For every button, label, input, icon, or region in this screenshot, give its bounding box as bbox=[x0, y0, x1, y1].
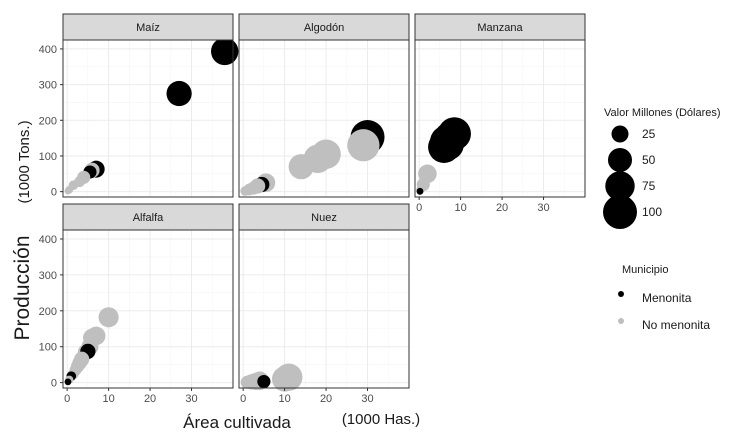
data-point-menonita bbox=[416, 187, 424, 195]
x-axis-title: Área cultivada bbox=[183, 413, 291, 432]
color-legend: Municipio Menonita No menonita bbox=[618, 264, 710, 332]
y-tick-label: 300 bbox=[39, 80, 57, 92]
facet-strip bbox=[414, 13, 586, 41]
y-tick-label: 400 bbox=[39, 44, 57, 56]
size-legend-label: 100 bbox=[642, 205, 662, 219]
facet-strip bbox=[62, 203, 234, 231]
panel-background bbox=[239, 40, 409, 197]
y-tick-label: 0 bbox=[51, 378, 57, 390]
data-point-no-menonita bbox=[272, 366, 298, 392]
color-legend-title: Municipio bbox=[622, 264, 668, 276]
x-tick-label: 0 bbox=[240, 393, 246, 405]
facet-panel-maiz: Maíz 0 100 200 300 400 bbox=[39, 13, 239, 199]
panel-background bbox=[63, 230, 233, 388]
data-point-no-menonita bbox=[98, 307, 119, 328]
data-point-menonita bbox=[211, 37, 239, 66]
color-legend-label: No menonita bbox=[642, 318, 710, 332]
color-legend-label: Menonita bbox=[642, 291, 692, 305]
size-legend-label: 25 bbox=[642, 127, 656, 141]
data-point-no-menonita bbox=[240, 186, 251, 196]
x-tick-label: 0 bbox=[416, 202, 422, 214]
data-point-no-menonita bbox=[288, 154, 314, 180]
facet-strip-label: Nuez bbox=[311, 212, 337, 224]
data-point-menonita bbox=[257, 374, 271, 389]
y-tick-label: 100 bbox=[39, 342, 57, 354]
facet-strip-label: Manzana bbox=[477, 22, 523, 34]
data-point-no-menonita bbox=[64, 187, 72, 195]
facet-panel-algodon: Algodón bbox=[238, 13, 410, 198]
data-point-menonita bbox=[64, 378, 72, 386]
x-tick-label: 20 bbox=[496, 202, 508, 214]
data-point-menonita bbox=[432, 128, 464, 161]
data-point-menonita bbox=[166, 80, 192, 107]
x-tick-label: 20 bbox=[144, 393, 156, 405]
size-legend-label: 75 bbox=[642, 179, 656, 193]
facet-strip-label: Alfalfa bbox=[133, 212, 164, 224]
color-legend-key bbox=[618, 318, 624, 324]
data-point-no-menonita bbox=[240, 375, 254, 389]
legends: Valor Millones (Dólares) 25 50 75 100 Municip… bbox=[603, 107, 721, 332]
y-tick-label: 100 bbox=[39, 151, 57, 163]
panel-background bbox=[415, 40, 585, 197]
y-tick-label: 300 bbox=[39, 270, 57, 282]
size-legend-key bbox=[603, 195, 637, 229]
y-tick-label: 400 bbox=[39, 234, 57, 246]
x-tick-label: 20 bbox=[320, 393, 332, 405]
x-axis-unit: (1000 Has.) bbox=[342, 411, 420, 428]
y-tick-label: 200 bbox=[39, 306, 57, 318]
y-axis-unit: (1000 Tons.) bbox=[16, 120, 33, 203]
x-tick-label: 10 bbox=[278, 393, 290, 405]
y-tick-label: 0 bbox=[51, 187, 57, 199]
y-axis-title: Producción bbox=[11, 235, 34, 340]
axis-titles: Producción (1000 Tons.) Área cultivada (… bbox=[11, 120, 420, 432]
size-legend-title: Valor Millones (Dólares) bbox=[604, 107, 721, 119]
x-tick-label: 30 bbox=[361, 393, 373, 405]
x-tick-label: 10 bbox=[102, 393, 114, 405]
panel-background bbox=[239, 230, 409, 388]
facet-strip-label: Maíz bbox=[136, 22, 160, 34]
facet-strip-label: Algodón bbox=[304, 22, 344, 34]
size-legend-key bbox=[605, 171, 635, 201]
facet-strip bbox=[238, 203, 410, 231]
size-legend-label: 50 bbox=[642, 153, 656, 167]
facet-strip bbox=[238, 13, 410, 41]
x-tick-label: 30 bbox=[185, 393, 197, 405]
size-legend-key bbox=[611, 125, 629, 143]
facet-panel-manzana: Manzana 0 10 20 30 bbox=[414, 13, 586, 214]
facet-strip bbox=[62, 13, 234, 41]
size-legend-key bbox=[607, 147, 633, 173]
x-tick-label: 0 bbox=[64, 393, 70, 405]
size-legend: Valor Millones (Dólares) 25 50 75 100 bbox=[603, 107, 721, 229]
x-tick-label: 10 bbox=[454, 202, 466, 214]
x-tick-label: 30 bbox=[537, 202, 549, 214]
data-point-no-menonita bbox=[347, 129, 380, 162]
color-legend-key bbox=[618, 291, 624, 297]
y-tick-label: 200 bbox=[39, 115, 57, 127]
facet-panel-nuez: Nuez 0 10 20 30 bbox=[238, 203, 410, 405]
